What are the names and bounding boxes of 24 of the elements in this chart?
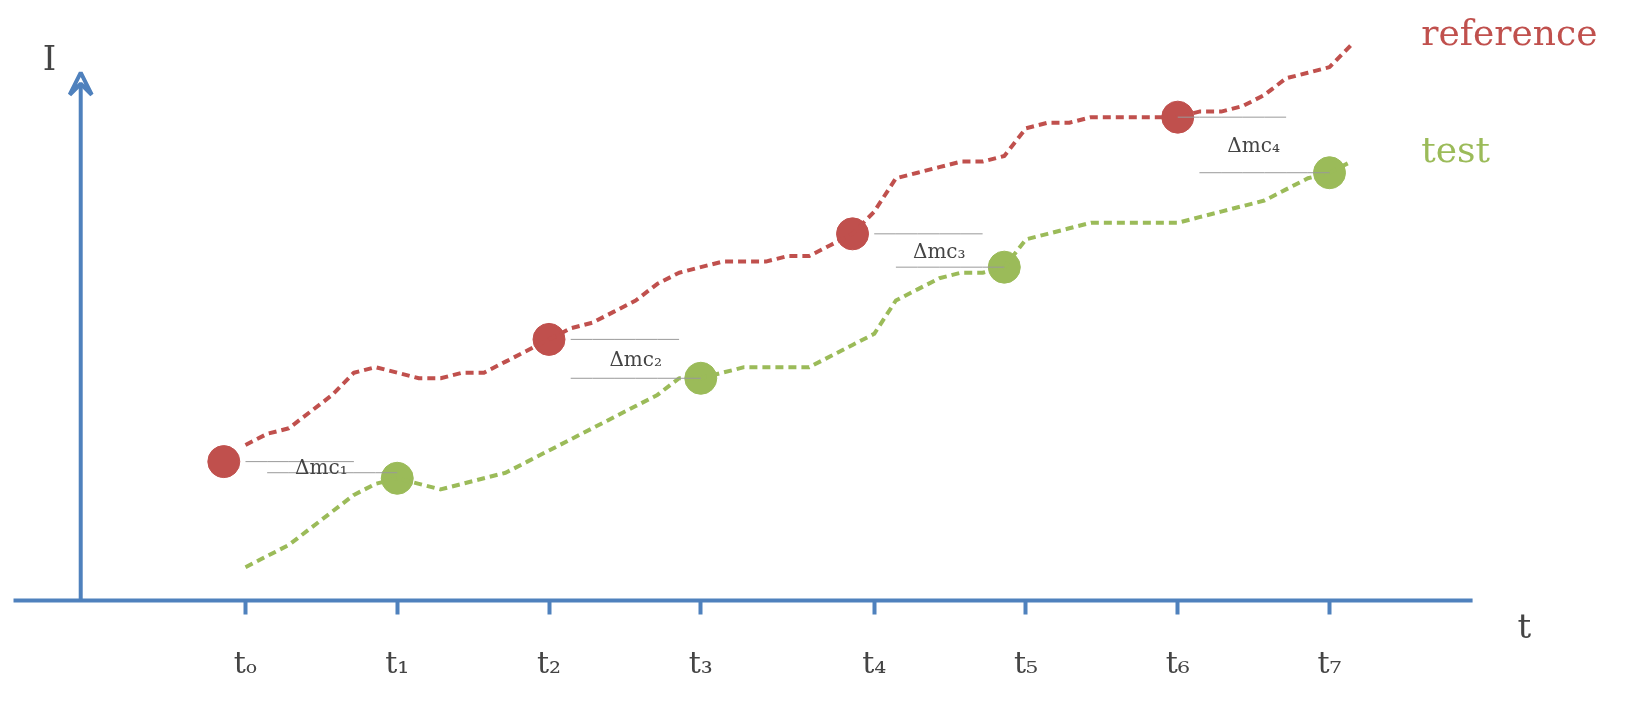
x-tick-label: t₄ — [862, 644, 887, 680]
point — [987, 250, 1021, 284]
x-tick-label: t₂ — [536, 644, 562, 680]
point — [207, 445, 241, 479]
point — [1161, 100, 1195, 134]
x-tick-label: t₅ — [1013, 644, 1039, 680]
x-tick-label: t₇ — [1317, 644, 1342, 680]
annotation: Δmc₂ — [609, 346, 663, 371]
point — [1313, 156, 1346, 190]
x-axis-title: t — [1517, 605, 1532, 646]
point — [836, 217, 870, 251]
point — [380, 461, 414, 495]
x-tick-label: t₁ — [385, 644, 410, 680]
point — [532, 322, 566, 356]
x-tick-label: t₃ — [688, 644, 713, 680]
annotation: Δmc₁ — [295, 455, 348, 480]
y-axis-title: I — [42, 37, 57, 78]
annotation: Δmc₄ — [1227, 132, 1280, 157]
series-label: reference — [1421, 12, 1598, 54]
x-tick-label: tₒ — [233, 644, 258, 680]
x-tick-label: t₆ — [1165, 644, 1190, 680]
annotation: Δmc₃ — [912, 238, 966, 263]
series-label: test — [1421, 129, 1491, 171]
point — [684, 361, 718, 395]
